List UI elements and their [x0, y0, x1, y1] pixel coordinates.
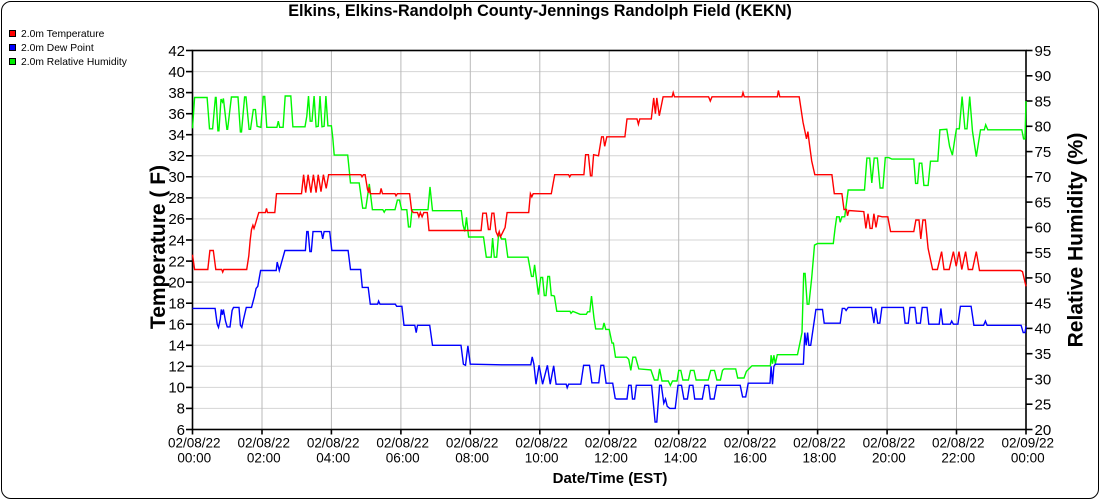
svg-text:85: 85	[1035, 93, 1052, 110]
svg-text:75: 75	[1035, 144, 1052, 161]
svg-text:35: 35	[1035, 346, 1052, 363]
svg-text:02/08/22: 02/08/22	[863, 436, 916, 451]
svg-text:02/08/22: 02/08/22	[585, 436, 638, 451]
svg-text:65: 65	[1035, 194, 1052, 211]
svg-text:95: 95	[1035, 43, 1052, 60]
svg-text:02/08/22: 02/08/22	[376, 436, 429, 451]
svg-text:28: 28	[168, 190, 185, 207]
svg-text:02/08/22: 02/08/22	[515, 436, 568, 451]
svg-text:22:00: 22:00	[941, 450, 975, 465]
svg-text:02:00: 02:00	[247, 450, 281, 465]
svg-text:30: 30	[168, 169, 185, 186]
svg-text:10:00: 10:00	[525, 450, 559, 465]
svg-text:60: 60	[1035, 220, 1052, 237]
svg-text:14: 14	[168, 338, 185, 355]
svg-text:12: 12	[168, 359, 185, 376]
svg-text:24: 24	[168, 232, 185, 249]
svg-text:30: 30	[1035, 371, 1052, 388]
svg-text:08:00: 08:00	[455, 450, 489, 465]
svg-text:06:00: 06:00	[386, 450, 420, 465]
svg-text:22: 22	[168, 253, 185, 270]
svg-text:02/08/22: 02/08/22	[238, 436, 291, 451]
svg-text:02/08/22: 02/08/22	[654, 436, 707, 451]
svg-text:50: 50	[1035, 270, 1052, 287]
svg-text:00:00: 00:00	[1011, 450, 1045, 465]
svg-text:20: 20	[1035, 422, 1052, 439]
svg-text:16: 16	[168, 317, 185, 334]
svg-text:Date/Time (EST): Date/Time (EST)	[553, 470, 668, 487]
svg-text:38: 38	[168, 85, 185, 102]
svg-text:20: 20	[168, 274, 185, 291]
svg-text:02/08/22: 02/08/22	[307, 436, 360, 451]
svg-text:04:00: 04:00	[316, 450, 350, 465]
svg-text:36: 36	[168, 106, 185, 123]
svg-text:45: 45	[1035, 296, 1052, 313]
svg-text:8: 8	[177, 401, 185, 418]
svg-text:00:00: 00:00	[177, 450, 211, 465]
svg-text:02/08/22: 02/08/22	[724, 436, 777, 451]
svg-text:6: 6	[177, 422, 185, 439]
svg-text:Temperature ( F): Temperature ( F)	[147, 165, 170, 329]
svg-text:02/08/22: 02/08/22	[168, 436, 221, 451]
svg-text:32: 32	[168, 148, 185, 165]
svg-text:90: 90	[1035, 68, 1052, 85]
svg-text:80: 80	[1035, 119, 1052, 136]
svg-text:18:00: 18:00	[803, 450, 837, 465]
svg-text:10: 10	[168, 380, 185, 397]
svg-text:14:00: 14:00	[664, 450, 698, 465]
svg-text:40: 40	[1035, 321, 1052, 338]
svg-text:02/08/22: 02/08/22	[446, 436, 499, 451]
svg-text:Relative Humidity (%): Relative Humidity (%)	[1065, 133, 1088, 348]
svg-text:40: 40	[168, 64, 185, 81]
svg-text:02/08/22: 02/08/22	[793, 436, 846, 451]
svg-text:34: 34	[168, 127, 185, 144]
svg-text:02/08/22: 02/08/22	[932, 436, 985, 451]
svg-text:02/09/22: 02/09/22	[1002, 436, 1055, 451]
svg-text:18: 18	[168, 296, 185, 313]
svg-text:42: 42	[168, 43, 185, 60]
svg-text:12:00: 12:00	[594, 450, 628, 465]
svg-text:55: 55	[1035, 245, 1052, 262]
svg-text:25: 25	[1035, 397, 1052, 414]
svg-text:16:00: 16:00	[733, 450, 767, 465]
svg-text:70: 70	[1035, 169, 1052, 186]
svg-text:20:00: 20:00	[872, 450, 906, 465]
svg-text:26: 26	[168, 211, 185, 228]
